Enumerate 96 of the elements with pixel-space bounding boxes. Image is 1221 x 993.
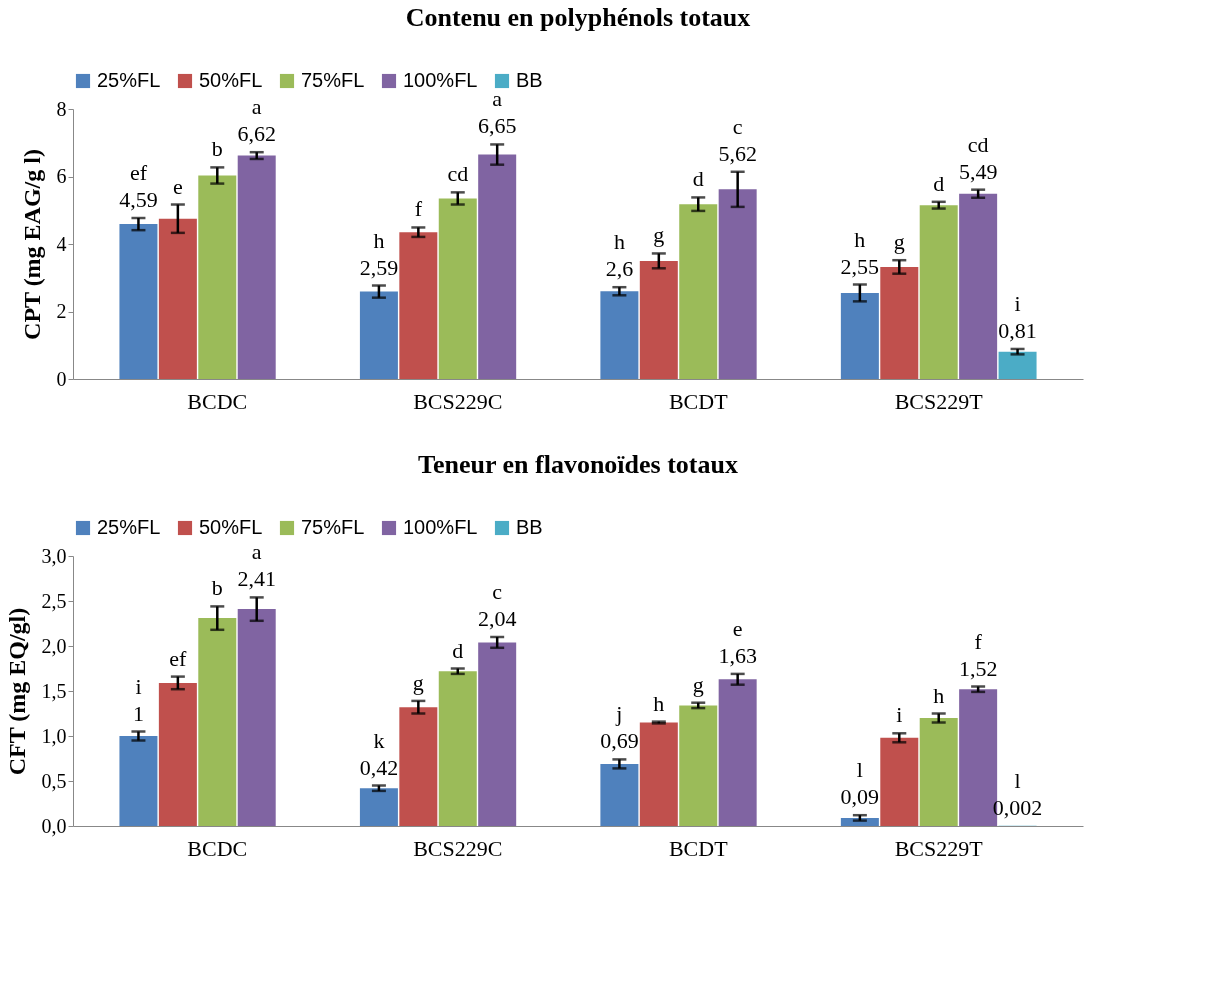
y-tick-label: 4 xyxy=(56,232,67,255)
data-label: ef xyxy=(169,645,188,671)
data-label: c 5,62 xyxy=(718,113,757,166)
bar xyxy=(919,205,958,379)
bar xyxy=(237,609,276,826)
bar xyxy=(119,224,158,379)
y-tick-label: 8 xyxy=(56,97,67,120)
legend-label: 100%FL xyxy=(403,516,478,538)
y-tick-label: 1,0 xyxy=(41,724,67,747)
y-tick-label: 2,0 xyxy=(41,634,67,657)
bar xyxy=(959,193,998,379)
y-tick-label: 3,0 xyxy=(41,544,67,567)
x-tick-label: BCS229T xyxy=(894,388,984,414)
bar xyxy=(679,705,718,826)
bar xyxy=(198,175,237,379)
x-tick-label: BCDT xyxy=(668,835,729,861)
y-tick-label: 1,5 xyxy=(41,679,67,702)
y-tick-label: 0,0 xyxy=(41,814,67,837)
bar xyxy=(919,718,958,826)
bar xyxy=(880,266,919,379)
bar xyxy=(158,682,197,826)
bar xyxy=(359,291,398,379)
data-label: g xyxy=(653,222,665,248)
bar xyxy=(399,232,438,379)
bar xyxy=(679,204,718,379)
y-tick-label: 0 xyxy=(56,367,67,390)
bar xyxy=(600,291,639,379)
chart-title: Teneur en flavonoïdes totaux xyxy=(418,450,738,479)
data-label: b xyxy=(211,136,223,162)
bar xyxy=(639,722,678,826)
data-label: cd 5,49 xyxy=(958,131,998,184)
data-label: g xyxy=(893,229,905,255)
bar xyxy=(478,154,517,379)
bar xyxy=(359,788,398,826)
y-tick-label: 2,5 xyxy=(41,589,67,612)
x-tick-label: BCDC xyxy=(187,388,248,414)
bar xyxy=(600,763,639,826)
data-label: e 1,63 xyxy=(718,615,757,668)
data-label: l 0,09 xyxy=(840,757,880,810)
bar xyxy=(718,189,757,379)
data-label: h 2,59 xyxy=(359,227,399,280)
bar xyxy=(237,155,276,379)
legend-label: 75%FL xyxy=(301,516,365,538)
data-label: a 6,65 xyxy=(477,86,517,139)
data-label: j 0,69 xyxy=(600,701,639,754)
data-label: g xyxy=(412,669,424,695)
data-label: i xyxy=(896,702,903,728)
bar xyxy=(880,737,919,826)
bar xyxy=(158,218,197,379)
y-tick-label: 0,5 xyxy=(41,769,67,792)
data-label: f xyxy=(414,196,423,222)
x-tick-label: BCDC xyxy=(187,835,248,861)
legend-label: BB xyxy=(516,516,543,538)
legend-label: 25%FL xyxy=(97,516,161,538)
data-label: k 0,42 xyxy=(359,727,399,780)
y-axis-title: CFT (mg EQ/gl) xyxy=(3,607,30,776)
legend-label: 50%FL xyxy=(199,69,263,91)
bar xyxy=(998,351,1037,379)
x-tick-label: BCS229C xyxy=(413,835,503,861)
bar xyxy=(718,679,757,826)
data-label: a 6,62 xyxy=(237,94,276,147)
data-label: e xyxy=(172,173,183,199)
y-tick-label: 6 xyxy=(56,165,67,187)
legend-label: 50%FL xyxy=(199,516,263,538)
legend-label: BB xyxy=(516,69,543,91)
legend-label: 100%FL xyxy=(403,69,478,91)
bar xyxy=(399,707,438,826)
data-label: h xyxy=(933,682,945,708)
x-tick-label: BCS229T xyxy=(894,835,984,861)
x-tick-label: BCDT xyxy=(668,388,729,414)
legend-label: 25%FL xyxy=(97,69,161,91)
data-label: g xyxy=(692,671,704,697)
data-label: a 2,41 xyxy=(237,539,276,592)
legend-label: 75%FL xyxy=(301,69,365,91)
x-tick-label: BCS229C xyxy=(413,388,503,414)
data-label: cd xyxy=(447,161,469,187)
data-label: i 0,81 xyxy=(998,290,1037,343)
data-label: b xyxy=(211,575,223,601)
y-axis-title: CPT (mg EAG/g l) xyxy=(18,149,45,340)
bar xyxy=(119,736,158,826)
bar xyxy=(438,198,477,379)
data-label: d xyxy=(692,166,704,192)
bar xyxy=(639,260,678,379)
data-label: h 2,55 xyxy=(840,226,880,279)
bar xyxy=(478,642,517,826)
data-label: h 2,6 xyxy=(605,229,634,282)
data-label: d xyxy=(452,637,464,663)
data-label: h xyxy=(653,690,665,716)
data-label: d xyxy=(933,170,945,196)
data-label: ef 4,59 xyxy=(119,160,158,213)
y-tick-label: 2 xyxy=(56,300,67,322)
data-label: i 1 xyxy=(132,673,144,726)
bar xyxy=(438,671,477,826)
bar xyxy=(840,292,879,379)
bar xyxy=(198,618,237,826)
chart-title: Contenu en polyphénols totaux xyxy=(405,3,751,32)
